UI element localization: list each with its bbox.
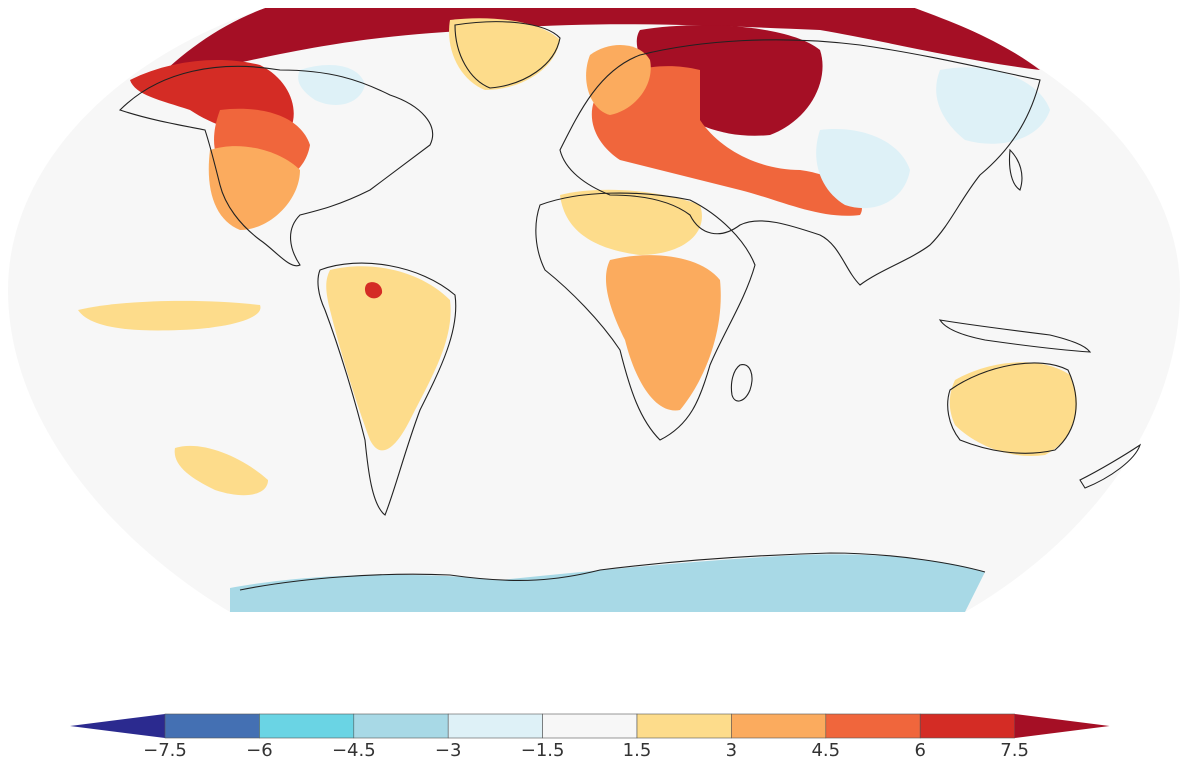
colorbar-tick-label: 4.5 [811,740,840,760]
region-east-asia-cold [816,129,910,209]
colorbar-tick-label: 6 [914,740,925,760]
region-north-africa [560,189,702,255]
coastline-madagascar [730,364,753,402]
colorbar-bin [259,713,355,739]
colorbar-bin [353,713,449,739]
coastline-new-zealand [1079,443,1142,489]
colorbar-bin [919,713,1015,739]
region-northern-eurasia [591,66,862,216]
colorbar-bin [825,713,921,739]
region-usa-west [208,146,300,230]
region-south-pacific-band [174,445,268,496]
region-central-africa [605,255,721,411]
coastline-antarctica [239,552,986,591]
region-eastern-siberia-cold [936,67,1050,144]
colorbar-tick-label: −3 [435,740,462,760]
colorbar-bin [447,713,543,739]
coastline-japan [1008,148,1023,191]
colorbar-tick-label: −4.5 [332,740,376,760]
coastline-north-america [118,65,434,267]
anomaly-map [78,8,1142,612]
colorbar-tick-label: −1.5 [521,740,565,760]
region-scandinavia [586,44,651,115]
colorbar-tick-label: −7.5 [143,740,187,760]
colorbar-bin [164,713,260,739]
colorbar-bin [636,713,732,739]
region-greenland-south [449,18,560,90]
region-antarctica-east-cold [700,560,882,605]
coastline-africa [535,192,756,441]
colorbar-tick-label: −6 [246,740,273,760]
colorbar-segments [70,713,1110,739]
region-arctic-band [150,8,1040,85]
region-south-america [326,266,451,451]
colorbar-tick-label: 3 [726,740,737,760]
colorbar-over-arrow [1014,714,1110,738]
coastline-australia [947,362,1077,454]
region-pacific-band [78,300,261,331]
region-amazon-hotspot [364,282,383,299]
colorbar-tick-label: 7.5 [1000,740,1029,760]
colorbar-bin [542,713,638,739]
coastline-indonesia [938,319,1092,353]
anomaly-fill-layer [78,8,1077,612]
colorbar: −7.5 −6 −4.5 −3 −1.5 1.5 3 4.5 6 7.5 [70,713,1110,760]
region-hudson-bay-cold [298,65,365,105]
colorbar-under-arrow [70,714,165,738]
coastline-greenland [454,21,561,89]
coastline-eurasia [559,39,1041,286]
coastline-south-america [317,262,457,516]
colorbar-tick-label: 1.5 [623,740,652,760]
region-australia [949,362,1077,456]
colorbar-ticks: −7.5 −6 −4.5 −3 −1.5 1.5 3 4.5 6 7.5 [143,740,1029,760]
colorbar-bin [731,713,827,739]
coastlines [118,21,1142,591]
